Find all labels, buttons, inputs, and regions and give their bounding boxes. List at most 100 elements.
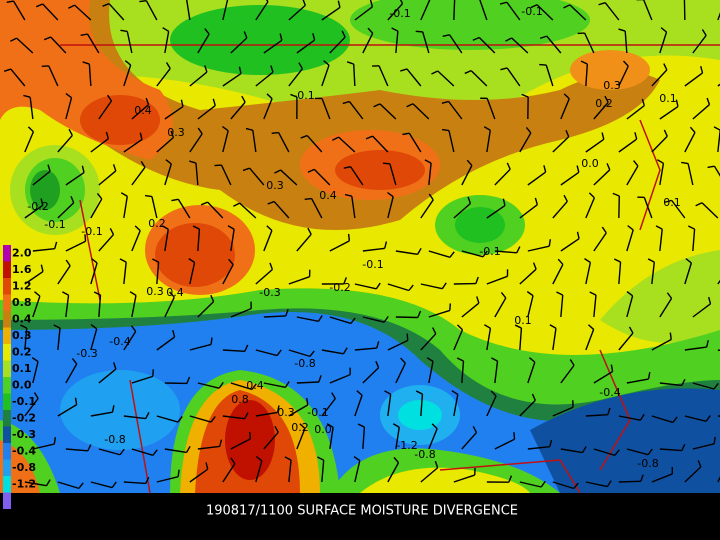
wind-barb-flag — [613, 258, 621, 263]
wind-barb-flag — [384, 390, 391, 395]
wind-barb — [546, 35, 562, 54]
wind-barb-flag — [78, 482, 84, 489]
wind-barb-flag — [432, 327, 437, 335]
wind-barb — [321, 460, 325, 483]
wind-barb-flag — [3, 68, 12, 72]
wind-barb — [618, 332, 634, 351]
legend-label: -0.1 — [12, 395, 36, 408]
wind-barb — [618, 262, 622, 285]
wind-barb — [263, 382, 286, 389]
wind-barb — [156, 336, 176, 351]
wind-barb-flag — [484, 324, 491, 329]
wind-barb — [29, 97, 34, 120]
wind-barb-flag — [428, 193, 434, 201]
wind-barb — [362, 316, 385, 323]
wind-barb — [288, 68, 303, 87]
wind-barb-flag — [540, 480, 546, 488]
wind-barb — [16, 37, 34, 54]
wind-barb-flag — [500, 292, 507, 299]
contour-label: -0.8 — [294, 357, 315, 370]
wind-barb — [659, 163, 665, 186]
wind-barb-flag — [34, 291, 41, 297]
wind-barb — [189, 133, 203, 153]
wind-barb — [642, 0, 653, 21]
contour-label: 0.1 — [514, 314, 532, 327]
legend-swatch — [3, 245, 11, 262]
wind-barb — [651, 69, 668, 87]
wind-barb — [552, 328, 557, 351]
wind-barb-flag — [245, 127, 253, 131]
wind-barb — [90, 328, 98, 351]
wind-barb — [329, 373, 351, 384]
wind-barb-flag — [82, 61, 90, 65]
wind-barb-flag — [200, 201, 208, 206]
wind-barb — [24, 398, 39, 417]
wind-barb-flag — [326, 423, 334, 428]
legend-swatch — [3, 261, 11, 278]
wind-barb — [222, 72, 242, 87]
wind-barb — [448, 101, 463, 120]
legend-label: -0.4 — [12, 444, 36, 457]
wind-barb — [448, 34, 463, 54]
wind-barb-flag — [204, 65, 208, 73]
legend-swatch — [3, 459, 11, 476]
wind-barb — [651, 135, 668, 153]
wind-barb — [659, 297, 673, 318]
wind-barb — [123, 481, 146, 485]
wind-barb — [362, 33, 374, 54]
wind-barb — [207, 201, 224, 219]
wind-barb — [90, 198, 103, 219]
legend-label: 0.2 — [12, 345, 32, 358]
wind-barb — [626, 229, 634, 252]
legend-label: 0.0 — [12, 378, 32, 391]
wind-barb-flag — [581, 446, 587, 453]
wind-barb — [379, 103, 397, 120]
wind-barb — [230, 101, 246, 120]
legend-swatch — [3, 311, 11, 328]
wind-barb-flag — [584, 258, 591, 264]
wind-barb-flag — [152, 258, 159, 263]
wind-barb-flag — [298, 62, 304, 70]
legend-swatch — [3, 393, 11, 410]
wind-barb-flag — [20, 324, 28, 329]
contour-label: 0.3 — [603, 79, 621, 92]
wind-barb-flag — [307, 168, 315, 173]
wind-barb — [486, 275, 508, 285]
wind-barb-flag — [111, 481, 117, 489]
contour-label: 0.1 — [659, 92, 677, 105]
wind-barb-flag — [657, 159, 664, 164]
wind-barb — [560, 448, 583, 454]
wind-barb — [90, 411, 113, 417]
wind-barb-flag — [534, 197, 539, 205]
wind-barb-flag — [532, 262, 537, 270]
wind-barb — [692, 303, 711, 318]
wind-barb — [123, 331, 137, 351]
wind-barb — [569, 4, 587, 21]
wind-barb-flag — [681, 443, 686, 451]
wind-barb-flag — [610, 364, 614, 372]
wind-barb — [123, 415, 146, 420]
wind-barb — [32, 170, 51, 186]
wind-barb — [197, 382, 220, 389]
wind-barb — [296, 233, 312, 252]
wind-barb — [151, 196, 158, 219]
wind-barb — [145, 0, 158, 21]
wind-barb-flag — [269, 262, 274, 270]
wind-barb-flag — [112, 164, 117, 172]
wind-barb — [494, 250, 517, 254]
wind-barb-flag — [65, 259, 71, 267]
wind-barb-flag — [80, 33, 88, 36]
wind-barb-flag — [525, 127, 532, 134]
contour-label: -0.4 — [599, 386, 620, 399]
wind-barb — [98, 448, 121, 456]
wind-barb-flag — [406, 333, 409, 341]
wind-barb — [197, 301, 215, 318]
contour-label: 0.0 — [314, 423, 332, 436]
wind-barb — [123, 196, 128, 219]
wind-barb-flag — [251, 383, 257, 390]
wind-barb — [453, 474, 475, 483]
wind-barb-flag — [241, 95, 246, 103]
contour-label: -0.3 — [76, 347, 97, 360]
wind-barb — [684, 72, 703, 87]
wind-barb — [222, 349, 245, 353]
